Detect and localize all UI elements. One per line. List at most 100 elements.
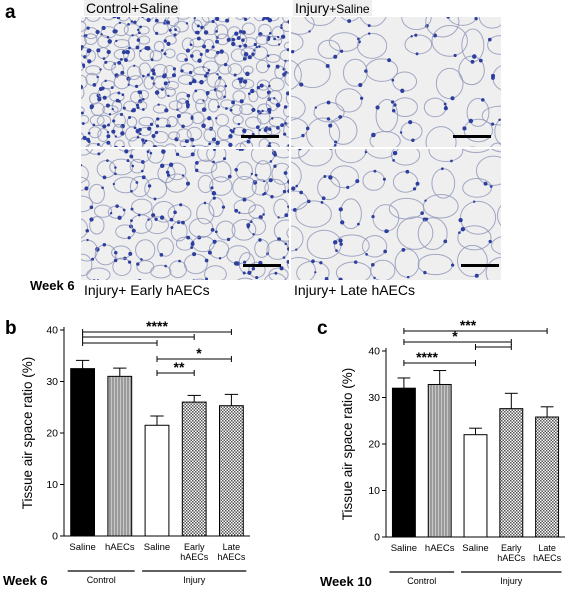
bar-1 — [107, 375, 133, 537]
cell-nucleus — [116, 17, 121, 20]
alveolar-wall — [428, 149, 464, 163]
cell-nucleus — [155, 31, 159, 35]
cell-nucleus — [106, 134, 111, 139]
tile-label-injury-saline: Injury+Saline — [293, 0, 372, 16]
cell-nucleus — [282, 189, 287, 194]
cell-nucleus — [81, 111, 84, 115]
cell-nucleus — [314, 271, 317, 274]
cell-nucleus — [266, 64, 271, 68]
alveolar-wall — [306, 229, 342, 260]
cell-nucleus — [274, 271, 278, 275]
alveolar-wall — [85, 142, 102, 147]
alveolar-wall — [394, 248, 420, 278]
x-tick-label: hAECs — [105, 542, 135, 553]
alveolar-wall — [201, 17, 217, 23]
cell-nucleus — [85, 228, 90, 233]
alveolar-wall — [170, 220, 188, 242]
cell-nucleus — [98, 86, 103, 91]
cell-nucleus — [167, 124, 171, 128]
x-tick-label: Saline — [144, 542, 170, 553]
cell-nucleus — [186, 235, 191, 240]
cell-nucleus — [205, 93, 209, 96]
cell-nucleus — [145, 45, 151, 51]
week-label: Week 6 — [3, 573, 48, 588]
cell-nucleus — [234, 31, 239, 36]
alveolar-wall — [114, 139, 125, 147]
y-tick-label: 0 — [52, 531, 58, 543]
alveolar-wall — [335, 88, 363, 113]
cell-nucleus — [286, 91, 289, 96]
cell-nucleus — [91, 257, 95, 261]
y-axis-label: Tissue air space ratio (%) — [340, 368, 355, 521]
cell-nucleus — [287, 189, 289, 194]
cell-nucleus — [273, 153, 277, 157]
alveolar-wall — [283, 122, 289, 138]
alveolar-wall — [317, 175, 341, 201]
alveolar-wall — [459, 200, 497, 235]
cell-nucleus — [166, 20, 170, 24]
cell-nucleus — [152, 71, 156, 76]
alveolar-wall — [81, 164, 89, 184]
alveolar-wall — [266, 17, 280, 22]
cell-nucleus — [276, 126, 280, 130]
cell-nucleus — [147, 218, 150, 221]
chart-panel-b: 0 10 20 30 40 Tissue air space ratio (%) Salin… — [3, 318, 250, 588]
cell-nucleus — [124, 58, 128, 62]
cell-nucleus — [207, 116, 212, 121]
alveolar-wall — [227, 63, 243, 76]
alveolar-wall — [208, 197, 224, 218]
x-tick-label: Late — [223, 542, 241, 552]
alveolar-wall — [129, 158, 145, 174]
cell-nucleus — [275, 64, 280, 69]
alveolar-wall — [431, 168, 456, 199]
cell-nucleus — [155, 124, 160, 128]
cell-nucleus — [131, 164, 135, 168]
cell-nucleus — [252, 180, 258, 185]
cell-nucleus — [102, 124, 107, 129]
cell-nucleus — [117, 60, 122, 65]
scale-bar — [461, 264, 499, 267]
cell-nucleus — [375, 105, 380, 110]
cell-nucleus — [284, 213, 289, 218]
y-tick-label: 40 — [46, 325, 58, 337]
cell-nucleus — [238, 79, 243, 84]
cell-nucleus — [392, 150, 398, 156]
alveolar-wall — [463, 118, 493, 143]
cell-nucleus — [86, 26, 90, 30]
cell-nucleus — [169, 217, 174, 222]
cell-nucleus — [338, 115, 343, 119]
alveolar-wall — [174, 149, 196, 158]
cell-nucleus — [373, 169, 377, 173]
cell-nucleus — [81, 63, 86, 67]
alveolar-wall — [231, 219, 257, 241]
panel-a-letter: a — [5, 2, 16, 23]
alveolar-wall — [211, 160, 232, 183]
alveolar-wall — [93, 204, 113, 218]
alveolar-wall — [88, 126, 102, 139]
significance-label: **** — [416, 349, 438, 365]
cell-nucleus — [147, 126, 152, 131]
alveolar-wall — [130, 214, 153, 234]
cell-nucleus — [106, 130, 110, 134]
cell-nucleus — [101, 25, 106, 31]
alveolar-wall — [291, 59, 302, 90]
cell-nucleus — [424, 199, 427, 202]
cell-nucleus — [214, 230, 218, 234]
alveolar-wall — [217, 125, 232, 141]
alveolar-wall — [487, 35, 501, 55]
alveolar-wall — [203, 38, 215, 51]
alveolar-wall — [265, 35, 283, 47]
cell-nucleus — [164, 264, 167, 268]
alveolar-wall — [81, 176, 90, 192]
cell-nucleus — [83, 55, 87, 59]
cell-nucleus — [367, 24, 371, 28]
cell-nucleus — [89, 205, 94, 210]
alveolar-wall — [329, 165, 359, 189]
cell-nucleus — [135, 45, 140, 50]
alveolar-wall — [102, 104, 119, 115]
cell-nucleus — [81, 122, 85, 125]
cell-nucleus — [124, 149, 129, 154]
cell-nucleus — [115, 98, 120, 103]
alveolar-wall — [81, 106, 85, 115]
cell-nucleus — [182, 146, 187, 147]
